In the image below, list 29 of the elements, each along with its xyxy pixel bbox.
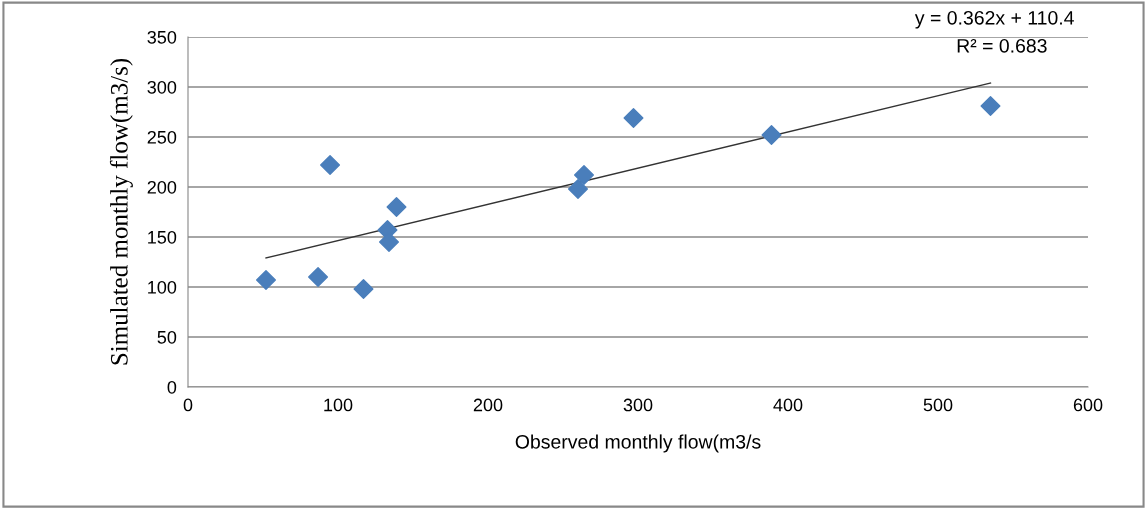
x-tick-label: 200 [473,398,503,412]
y-tick-label: 150 [148,230,177,244]
point [308,266,329,288]
text: y = 0.362x + 110.4 [914,10,1074,29]
x-tick-label: 0 [183,398,193,412]
y-tick-label: 50 [157,330,177,344]
y-tick-label: 350 [147,30,177,44]
point [567,178,589,200]
point [255,269,277,291]
point [623,107,644,129]
point [573,164,595,186]
y-tick-label: 300 [147,80,177,94]
point [386,196,407,218]
point [980,95,1001,117]
point [353,278,374,300]
x-tick-label: 300 [623,398,653,412]
x-axis-title: Observed monthly flow(m3/s [515,434,761,453]
y-tick-label: 0 [167,380,177,394]
y-tick-label: 250 [147,130,177,144]
y-tick-label: 200 [147,180,177,194]
point [320,154,341,176]
x-tick-label: 600 [1073,398,1103,412]
y-axis-title: Simulated monthly flow(m3/s) [109,58,133,365]
x-tick-label: 400 [773,398,803,412]
y-tick-label: 100 [148,280,177,294]
x-tick-label: 500 [923,398,953,412]
annotation: R² = 0.683 [957,38,1047,53]
x-tick-label: 100 [324,398,353,412]
point [761,124,782,146]
